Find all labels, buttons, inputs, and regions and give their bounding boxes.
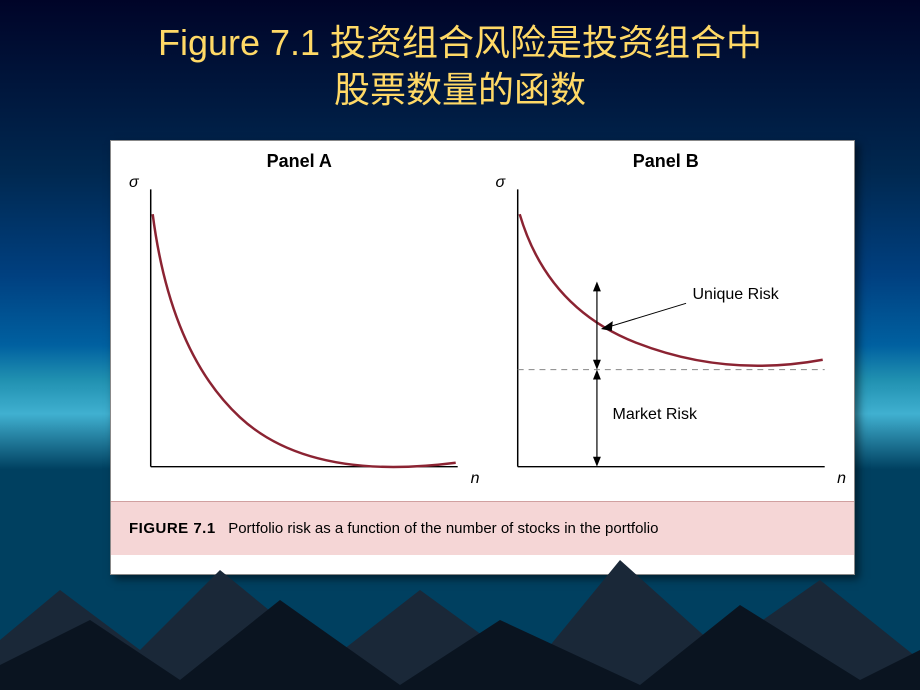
panel-b: Panel B σ <box>488 151 845 501</box>
panel-a-svg <box>121 178 478 488</box>
panel-a-curve <box>153 214 456 467</box>
title-line-2: 股票数量的函数 <box>334 69 586 110</box>
unique-risk-arrow-down <box>592 360 600 370</box>
panel-a-chart: σ n <box>121 178 478 488</box>
panel-a: Panel A σ n <box>121 151 478 501</box>
unique-risk-leader <box>604 303 685 328</box>
unique-risk-label: Unique Risk <box>693 286 779 304</box>
panel-b-title: Panel B <box>488 151 845 172</box>
unique-risk-arrow-up <box>592 282 600 292</box>
panel-a-title: Panel A <box>121 151 478 172</box>
slide-title: Figure 7.1 投资组合风险是投资组合中 股票数量的函数 <box>0 0 920 114</box>
market-risk-arrow-down <box>592 457 600 467</box>
panel-a-y-axis-label: σ <box>129 174 139 192</box>
panel-b-svg <box>488 178 845 488</box>
panel-b-y-axis-label: σ <box>496 174 506 192</box>
panel-a-x-axis-label: n <box>471 470 480 488</box>
market-risk-label: Market Risk <box>613 406 697 424</box>
panels-row: Panel A σ n Panel B σ <box>111 141 854 501</box>
market-risk-arrow-up <box>592 370 600 380</box>
panel-b-chart: σ Unique <box>488 178 845 488</box>
title-line-1: Figure 7.1 投资组合风险是投资组合中 <box>158 22 762 63</box>
panel-b-x-axis-label: n <box>837 470 846 488</box>
mountain-decoration <box>0 510 920 690</box>
